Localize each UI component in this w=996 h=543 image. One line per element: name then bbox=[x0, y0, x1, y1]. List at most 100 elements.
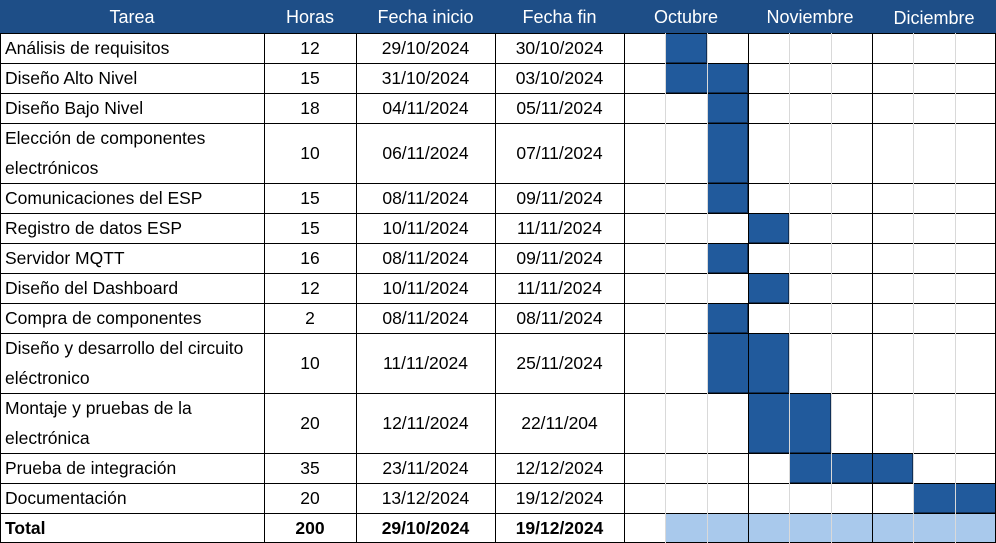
task-name: Compra de componentes bbox=[5, 308, 202, 328]
grid-line-horizontal bbox=[0, 213, 996, 214]
task-hours: 20 bbox=[300, 488, 320, 508]
gantt-bar bbox=[706, 93, 748, 123]
task-start-date: 10/11/2024 bbox=[382, 278, 469, 298]
grid-line-vertical bbox=[356, 33, 357, 543]
task-start-date: 08/11/2024 bbox=[382, 248, 469, 268]
task-name: Prueba de integración bbox=[5, 458, 177, 478]
grid-line-vertical bbox=[0, 33, 1, 543]
total-end-date: 19/12/2024 bbox=[515, 518, 604, 538]
grid-line-timeline bbox=[872, 33, 873, 543]
header-start-date: Fecha inicio bbox=[356, 0, 495, 33]
grid-line-horizontal bbox=[0, 243, 996, 244]
task-hours: 2 bbox=[305, 308, 315, 328]
grid-line-timeline bbox=[831, 33, 832, 543]
task-name: Diseño y desarrollo del circuito eléctro… bbox=[5, 338, 244, 388]
grid-line-horizontal bbox=[0, 333, 996, 334]
grid-line-horizontal bbox=[0, 33, 996, 34]
total-label: Total bbox=[5, 518, 46, 538]
task-start-date: 13/12/2024 bbox=[381, 488, 470, 508]
grid-line-vertical bbox=[264, 33, 265, 543]
gantt-bar bbox=[665, 33, 707, 63]
gantt-bar bbox=[706, 243, 748, 273]
task-hours: 10 bbox=[300, 353, 320, 373]
task-start-date: 04/11/2024 bbox=[382, 98, 469, 118]
grid-line-vertical bbox=[624, 33, 625, 543]
month-december: Diciembre bbox=[872, 0, 996, 33]
task-hours: 20 bbox=[300, 413, 320, 433]
gantt-bar bbox=[706, 303, 748, 333]
task-hours: 15 bbox=[300, 68, 320, 88]
grid-line-horizontal bbox=[0, 453, 996, 454]
task-start-date: 06/11/2024 bbox=[382, 143, 469, 163]
task-start-date: 29/10/2024 bbox=[381, 38, 470, 58]
grid-line-timeline bbox=[913, 33, 914, 543]
total-start-date: 29/10/2024 bbox=[381, 518, 470, 538]
task-hours: 35 bbox=[300, 458, 320, 478]
task-hours: 10 bbox=[300, 143, 320, 163]
task-end-date: 25/11/2024 bbox=[516, 353, 603, 373]
task-name: Servidor MQTT bbox=[5, 248, 125, 268]
task-end-date: 03/10/2024 bbox=[515, 68, 604, 88]
task-end-date: 12/12/2024 bbox=[515, 458, 604, 478]
grid-line-vertical bbox=[495, 33, 496, 543]
gantt-bar bbox=[706, 123, 748, 183]
grid-line-horizontal bbox=[0, 123, 996, 124]
task-end-date: 05/11/2024 bbox=[516, 98, 603, 118]
task-end-date: 30/10/2024 bbox=[515, 38, 604, 58]
grid-line-horizontal bbox=[0, 273, 996, 274]
gantt-bar bbox=[748, 213, 790, 243]
task-end-date: 09/11/2024 bbox=[516, 188, 603, 208]
task-name: Comunicaciones del ESP bbox=[5, 188, 203, 208]
task-start-date: 11/11/2024 bbox=[383, 353, 468, 373]
grid-line-timeline bbox=[748, 33, 749, 543]
task-name: Diseño del Dashboard bbox=[5, 278, 179, 298]
gantt-bar bbox=[706, 183, 748, 213]
task-hours: 18 bbox=[300, 98, 320, 118]
grid-line-horizontal bbox=[0, 93, 996, 94]
task-start-date: 31/10/2024 bbox=[381, 68, 470, 88]
task-start-date: 23/11/2024 bbox=[382, 458, 469, 478]
grid-line-horizontal bbox=[0, 303, 996, 304]
task-start-date: 10/11/2024 bbox=[382, 218, 469, 238]
task-end-date: 19/12/2024 bbox=[515, 488, 604, 508]
task-hours: 12 bbox=[300, 278, 320, 298]
task-name: Diseño Alto Nivel bbox=[5, 68, 138, 88]
task-end-date: 11/11/2024 bbox=[517, 218, 602, 238]
task-name: Diseño Bajo Nivel bbox=[5, 98, 144, 118]
grid-line-timeline bbox=[955, 33, 956, 543]
task-end-date: 08/11/2024 bbox=[516, 308, 603, 328]
grid-line-horizontal bbox=[0, 393, 996, 394]
task-name: Registro de datos ESP bbox=[5, 218, 183, 238]
task-start-date: 12/11/2024 bbox=[382, 413, 469, 433]
header-task: Tarea bbox=[0, 0, 264, 33]
month-october: Octubre bbox=[624, 0, 748, 33]
task-hours: 15 bbox=[300, 188, 320, 208]
task-name: Montaje y pruebas de la electrónica bbox=[5, 398, 192, 448]
task-end-date: 11/11/2024 bbox=[517, 278, 602, 298]
task-end-date: 22/11/204 bbox=[521, 413, 598, 433]
task-name: Documentación bbox=[5, 488, 127, 508]
grid-line-horizontal bbox=[0, 63, 996, 64]
total-hours: 200 bbox=[295, 518, 325, 538]
task-name: Elección de componentes electrónicos bbox=[5, 128, 206, 178]
gantt-bar bbox=[748, 273, 790, 303]
task-name: Análisis de requisitos bbox=[5, 38, 170, 58]
gantt-bar bbox=[789, 453, 914, 483]
task-end-date: 09/11/2024 bbox=[516, 248, 603, 268]
grid-line-timeline bbox=[665, 33, 666, 543]
task-hours: 15 bbox=[300, 218, 320, 238]
grid-line-horizontal bbox=[0, 513, 996, 514]
task-hours: 12 bbox=[300, 38, 320, 58]
grid-line-horizontal bbox=[0, 483, 996, 484]
grid-line-timeline bbox=[789, 33, 790, 543]
task-hours: 16 bbox=[300, 248, 320, 268]
total-gantt-bar bbox=[665, 513, 996, 543]
task-end-date: 07/11/2024 bbox=[516, 143, 603, 163]
task-start-date: 08/11/2024 bbox=[382, 308, 469, 328]
header-end-date: Fecha fin bbox=[495, 0, 624, 33]
header-hours: Horas bbox=[264, 0, 356, 33]
gantt-bar bbox=[706, 333, 790, 393]
month-november: Noviembre bbox=[748, 0, 872, 33]
grid-line-horizontal bbox=[0, 183, 996, 184]
